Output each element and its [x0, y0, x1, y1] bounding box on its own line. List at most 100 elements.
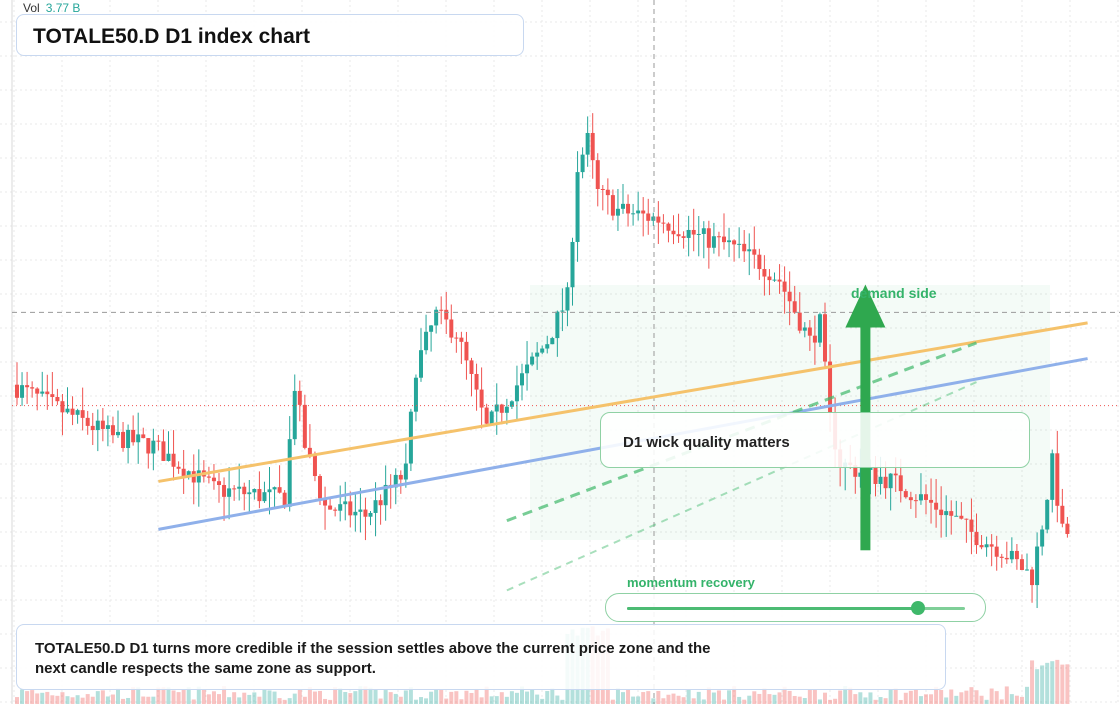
candle: [752, 226, 757, 269]
candle: [787, 271, 792, 326]
volume-bar: [459, 699, 464, 704]
candle: [494, 383, 499, 435]
callout-text: D1 wick quality matters: [623, 434, 790, 451]
momentum-label: momentum recovery: [627, 575, 755, 590]
candle: [1014, 544, 1019, 570]
volume-bar: [464, 690, 469, 704]
volume-bar: [237, 697, 242, 704]
candle: [141, 427, 146, 439]
candle: [110, 416, 115, 444]
volume-bar: [257, 696, 262, 704]
candle: [262, 481, 267, 503]
candle: [373, 482, 378, 537]
volume-bar: [176, 692, 181, 704]
volume-bar: [227, 697, 232, 704]
volume-bar: [918, 696, 923, 704]
candle: [242, 482, 247, 511]
volume-bar: [131, 687, 136, 704]
volume-bar: [80, 697, 85, 704]
volume-label: Vol: [23, 1, 40, 15]
candle: [964, 518, 969, 543]
volume-bar: [939, 690, 944, 704]
candle: [565, 282, 570, 327]
candle: [403, 443, 408, 488]
volume-bar: [994, 691, 999, 704]
candle: [80, 387, 85, 431]
candle: [277, 465, 282, 494]
volume-bar: [772, 694, 777, 704]
candle: [626, 194, 631, 227]
volume-bar: [1065, 664, 1070, 704]
volume-bar: [186, 687, 191, 704]
volume-bar: [888, 689, 893, 704]
volume-bar: [656, 690, 661, 704]
candle: [126, 424, 131, 464]
volume-bar: [817, 699, 822, 704]
candle: [550, 336, 555, 345]
candle: [590, 113, 595, 179]
volume-bar: [646, 691, 651, 704]
trendline-orange[interactable]: [158, 321, 1088, 483]
volume-bar: [863, 697, 868, 704]
candle: [696, 216, 701, 257]
candle: [525, 341, 530, 391]
volume-bar: [964, 690, 969, 704]
volume-bar: [105, 696, 110, 704]
volume-bar: [944, 697, 949, 704]
candle: [35, 387, 40, 411]
volume-bar: [413, 699, 418, 704]
volume-bar: [858, 692, 863, 704]
candle: [469, 357, 474, 397]
candle: [1050, 449, 1055, 513]
candle: [600, 185, 605, 211]
volume-bar: [954, 695, 959, 704]
candle: [716, 231, 721, 257]
volume-bar: [893, 688, 898, 704]
candle: [514, 365, 519, 420]
volume-bar: [363, 686, 368, 704]
volume-bar: [949, 689, 954, 704]
candle: [247, 479, 252, 513]
volume-bar: [348, 693, 353, 704]
volume-bar: [494, 696, 499, 704]
callout-box: D1 wick quality matters: [600, 412, 1030, 468]
candle: [994, 535, 999, 571]
candle: [772, 272, 777, 282]
volume-bar: [15, 697, 19, 704]
volume-bar: [267, 690, 272, 704]
volume-bar: [651, 698, 656, 704]
volume-bar: [434, 689, 439, 704]
candle: [191, 454, 196, 505]
volume-bar: [419, 697, 423, 704]
volume-bar: [1055, 659, 1060, 704]
volume-bar: [479, 697, 484, 704]
volume-bar: [141, 696, 146, 704]
candle: [121, 421, 126, 452]
momentum-slider[interactable]: [605, 593, 986, 622]
volume-bar: [358, 686, 363, 704]
volume-bar: [848, 687, 853, 704]
momentum-slider-knob[interactable]: [910, 601, 925, 615]
candle: [30, 381, 35, 398]
volume-bar: [550, 688, 555, 704]
candle: [918, 473, 923, 505]
volume-bar: [812, 689, 817, 704]
volume-bar: [777, 692, 782, 704]
volume-bar: [509, 691, 514, 704]
volume-bar: [762, 688, 767, 704]
candle: [757, 248, 762, 280]
volume-bar: [984, 699, 989, 704]
candle: [762, 255, 767, 296]
volume-bar: [716, 690, 721, 704]
volume-bar: [1060, 664, 1065, 704]
volume-bar: [691, 698, 696, 704]
candle: [742, 230, 747, 263]
volume-bar: [50, 695, 55, 704]
candle: [949, 500, 954, 535]
candle: [227, 467, 232, 520]
candle: [176, 461, 181, 474]
candle: [509, 400, 514, 410]
candle: [540, 345, 545, 355]
volume-bar: [388, 692, 393, 704]
momentum-slider-track: [627, 607, 965, 610]
